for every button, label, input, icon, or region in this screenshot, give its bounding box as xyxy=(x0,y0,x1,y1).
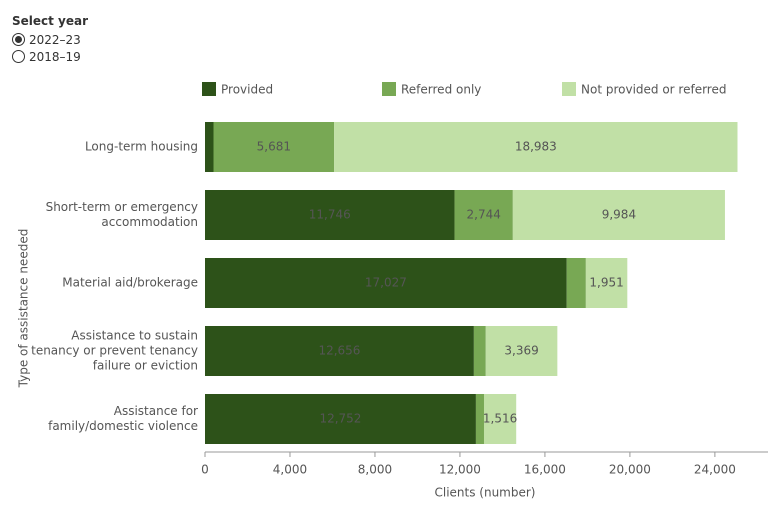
value-label: 9,984 xyxy=(602,208,636,222)
value-label: 3,369 xyxy=(504,344,538,358)
y-tick-label: Material aid/brokerage xyxy=(62,276,198,290)
bar-segment xyxy=(205,326,474,376)
bar-segment xyxy=(473,326,486,376)
x-tick-label: 20,000 xyxy=(609,463,651,477)
value-label: 18,983 xyxy=(515,140,557,154)
radio-label: 2018–19 xyxy=(29,49,81,64)
radio-label: 2022–23 xyxy=(29,32,81,47)
value-label: 17,027 xyxy=(365,276,407,290)
y-tick-label: Long-term housing xyxy=(85,140,198,154)
y-tick-label: Short-term or emergency xyxy=(46,200,198,214)
bar-segment xyxy=(213,122,335,172)
radio-button[interactable] xyxy=(12,33,25,46)
bar-segment xyxy=(475,394,484,444)
value-label: 1,951 xyxy=(589,276,623,290)
x-tick-label: 24,000 xyxy=(694,463,736,477)
bar-segment xyxy=(566,258,586,308)
y-axis-title: Type of assistance needed xyxy=(17,229,31,389)
x-tick-label: 0 xyxy=(201,463,209,477)
bar-segment xyxy=(205,122,214,172)
value-label: 12,656 xyxy=(318,344,360,358)
value-label: 12,752 xyxy=(319,412,361,426)
y-tick-label: accommodation xyxy=(101,215,198,229)
legend-swatch xyxy=(562,82,576,96)
x-tick-label: 4,000 xyxy=(273,463,307,477)
bar-segment xyxy=(512,190,725,240)
value-label: 2,744 xyxy=(467,208,501,222)
bar-segment xyxy=(205,394,476,444)
legend-label: Not provided or referred xyxy=(581,83,726,97)
radio-option[interactable]: 2022–23 xyxy=(12,31,88,48)
legend-swatch xyxy=(202,82,216,96)
legend-label: Referred only xyxy=(401,83,481,97)
value-label: 5,681 xyxy=(257,140,291,154)
bar-segment xyxy=(334,122,738,172)
bar-segment xyxy=(205,190,455,240)
y-tick-label: family/domestic violence xyxy=(48,419,198,433)
x-tick-label: 12,000 xyxy=(439,463,481,477)
y-tick-label: failure or eviction xyxy=(93,359,198,373)
radio-button[interactable] xyxy=(12,50,25,63)
year-selector: Select year 2022–23 2018–19 xyxy=(12,14,88,65)
value-label: 11,746 xyxy=(309,208,351,222)
value-label: 1,516 xyxy=(483,412,517,426)
radio-option[interactable]: 2018–19 xyxy=(12,48,88,65)
y-tick-label: tenancy or prevent tenancy xyxy=(31,344,198,358)
bar-segment xyxy=(454,190,513,240)
legend-swatch xyxy=(382,82,396,96)
x-tick-label: 16,000 xyxy=(524,463,566,477)
selector-label: Select year xyxy=(12,14,89,28)
bar-segment xyxy=(485,326,558,376)
legend-label: Provided xyxy=(221,83,273,97)
x-tick-label: 8,000 xyxy=(358,463,392,477)
bar-segment xyxy=(483,394,517,444)
bar-segment xyxy=(205,258,567,308)
y-tick-label: Assistance to sustain xyxy=(71,329,198,343)
bar-segment xyxy=(585,258,628,308)
y-tick-label: Assistance for xyxy=(114,404,198,418)
x-axis-title: Clients (number) xyxy=(434,486,535,500)
